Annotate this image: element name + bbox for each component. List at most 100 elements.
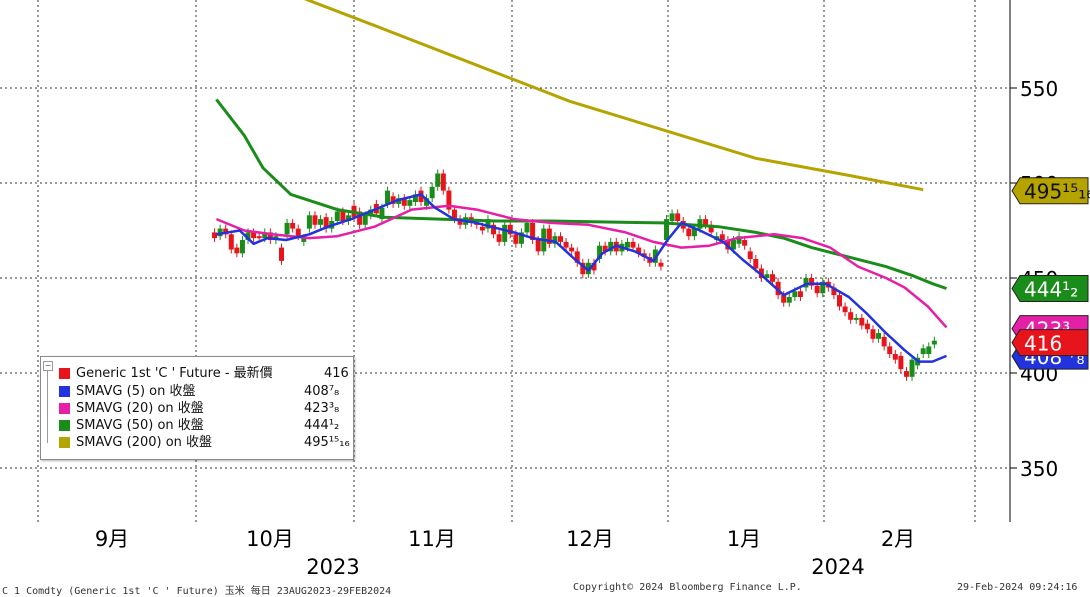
candle-body bbox=[256, 236, 262, 239]
collapse-icon[interactable]: − bbox=[43, 361, 53, 371]
axis-flag-shape bbox=[1011, 329, 1089, 357]
candle-body bbox=[412, 194, 418, 202]
x-axis-labels: 9月 10月 11月 12月 1月 2月 2023 2024 bbox=[95, 527, 915, 579]
x-year-label: 2024 bbox=[811, 555, 864, 579]
legend-value: 416 bbox=[324, 366, 349, 381]
candle-body bbox=[903, 371, 909, 377]
candle-body bbox=[546, 228, 552, 244]
legend-value: 444¹₂ bbox=[304, 418, 340, 433]
grid bbox=[0, 0, 1010, 522]
axis-flag-label: 444¹₂ bbox=[1024, 277, 1078, 301]
candle-body bbox=[569, 247, 575, 252]
candle-body bbox=[708, 224, 714, 233]
y-tick-label: 550 bbox=[1020, 77, 1058, 101]
candle-body bbox=[513, 234, 519, 244]
legend-item-price: Generic 1st 'C ' Future - 最新價 416 bbox=[59, 365, 349, 382]
x-year-label: 2023 bbox=[306, 555, 359, 579]
candle-body bbox=[814, 285, 820, 294]
candle-body bbox=[898, 355, 904, 370]
candle-body bbox=[658, 262, 664, 267]
axis-flag: 444¹₂ bbox=[1011, 274, 1089, 302]
candle-body bbox=[502, 224, 508, 242]
sma5-line bbox=[216, 193, 947, 363]
legend-label: SMAVG (20) on 收盤 bbox=[76, 401, 204, 416]
candle-body bbox=[385, 190, 391, 204]
candle-body bbox=[931, 340, 937, 345]
candle-body bbox=[552, 236, 558, 244]
candle-body bbox=[691, 228, 697, 237]
legend-value: 408⁷₈ bbox=[304, 384, 340, 399]
candle-body bbox=[608, 241, 614, 252]
candle-body bbox=[457, 219, 463, 225]
sma200-line bbox=[303, 0, 924, 192]
legend-label: Generic 1st 'C ' Future - 最新價 bbox=[76, 366, 273, 381]
candle-body bbox=[279, 247, 284, 261]
legend-label: SMAVG (5) on 收盤 bbox=[76, 384, 196, 399]
candle-body bbox=[758, 268, 764, 278]
candle-body bbox=[295, 228, 301, 237]
legend-label: SMAVG (200) on 收盤 bbox=[76, 435, 213, 450]
candle-body bbox=[507, 224, 513, 235]
x-month-label: 1月 bbox=[727, 527, 761, 551]
sma50-line bbox=[215, 98, 947, 290]
candle-body bbox=[747, 251, 753, 259]
x-month-label: 11月 bbox=[408, 527, 456, 551]
legend-item-sma5: SMAVG (5) on 收盤 408⁷₈ bbox=[59, 383, 343, 400]
candle-body bbox=[357, 211, 363, 225]
candle-body bbox=[837, 295, 842, 307]
candle-body bbox=[831, 287, 837, 296]
candle-body bbox=[675, 213, 681, 221]
candle-body bbox=[407, 200, 413, 206]
candle-body bbox=[323, 217, 329, 229]
candle-body bbox=[820, 281, 826, 294]
x-month-label: 10月 bbox=[246, 527, 294, 551]
candle-body bbox=[853, 317, 859, 320]
axis-flag: 416 bbox=[1011, 329, 1089, 357]
candle-body bbox=[736, 236, 742, 244]
candle-body bbox=[435, 173, 441, 187]
footer-timestamp: 29-Feb-2024 09:24:16 bbox=[957, 582, 1078, 593]
candle-body bbox=[887, 346, 893, 354]
candle-body bbox=[217, 228, 223, 237]
candle-body bbox=[451, 209, 457, 220]
x-month-label: 12月 bbox=[566, 527, 614, 551]
legend[interactable]: − Generic 1st 'C ' Future - 最新價 416 SMAV… bbox=[40, 356, 354, 460]
candle-body bbox=[703, 219, 709, 225]
candle-body bbox=[306, 215, 312, 229]
candle-body bbox=[580, 262, 586, 275]
candle-body bbox=[786, 297, 792, 303]
candle-body bbox=[797, 291, 803, 297]
candle-body bbox=[518, 232, 524, 244]
candle-body bbox=[429, 186, 435, 199]
candle-body bbox=[892, 354, 898, 360]
candle-body bbox=[842, 306, 848, 313]
legend-swatch bbox=[59, 420, 70, 431]
legend-item-sma50: SMAVG (50) on 收盤 444¹₂ bbox=[59, 417, 343, 434]
legend-swatch bbox=[59, 403, 70, 414]
candle-body bbox=[491, 224, 497, 235]
candle-body bbox=[697, 219, 703, 229]
legend-item-sma200: SMAVG (200) on 收盤 495¹⁵₁₆ bbox=[59, 434, 350, 451]
candle-body bbox=[284, 222, 290, 235]
candle-body bbox=[267, 232, 273, 240]
candle-body bbox=[920, 348, 926, 354]
x-month-label: 9月 bbox=[95, 527, 129, 551]
candle-body bbox=[212, 232, 218, 239]
candle-body bbox=[228, 234, 234, 250]
candle-body bbox=[558, 236, 563, 242]
axis-flag-label: 495¹⁵₁₆ bbox=[1024, 180, 1090, 204]
sma20-line bbox=[215, 204, 948, 329]
candle-body bbox=[803, 278, 809, 288]
axis-flag-label: 416 bbox=[1024, 332, 1062, 356]
candle-body bbox=[424, 198, 430, 206]
candle-body bbox=[730, 240, 736, 250]
candle-body bbox=[664, 219, 670, 240]
legend-swatch bbox=[59, 386, 70, 397]
candle-body bbox=[485, 219, 491, 229]
candle-body bbox=[401, 198, 407, 206]
candle-body bbox=[301, 238, 307, 242]
candle-body bbox=[602, 245, 608, 252]
candle-body bbox=[870, 329, 876, 339]
